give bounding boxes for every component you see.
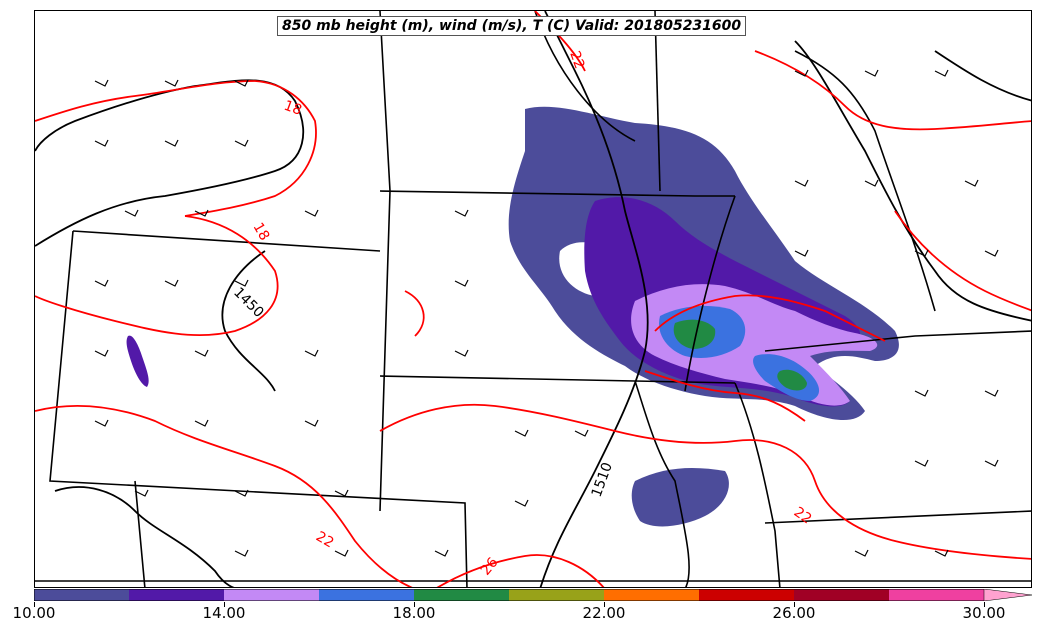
isotach-fill-18b bbox=[777, 369, 807, 391]
colorbar-tick bbox=[794, 602, 795, 607]
colorbar-segment bbox=[129, 589, 225, 601]
map-panel: 18 18 22 22 22 26 1450 1510 bbox=[34, 10, 1032, 588]
colorbar-tick bbox=[34, 602, 35, 607]
colorbar-segment bbox=[604, 589, 700, 601]
colorbar-tick bbox=[604, 602, 605, 607]
temp-label-22c: 22 bbox=[791, 504, 815, 527]
isotach-fill-18 bbox=[673, 319, 716, 349]
colorbar-segment bbox=[699, 589, 795, 601]
colorbar-tick bbox=[224, 602, 225, 607]
colorbar-segment bbox=[34, 589, 130, 601]
colorbar-tick-label: 14.00 bbox=[202, 604, 246, 622]
colorbar-tick-label: 22.00 bbox=[582, 604, 626, 622]
wind-barbs bbox=[94, 69, 999, 557]
colorbar-segment bbox=[319, 589, 415, 601]
height-label-1450: 1450 bbox=[230, 285, 267, 322]
colorbar-tick-label: 26.00 bbox=[772, 604, 816, 622]
state-borders bbox=[35, 11, 1031, 587]
colorbar-segment bbox=[224, 589, 320, 601]
height-contour-1450 bbox=[35, 79, 304, 247]
colorbar-extend-arrow bbox=[983, 589, 1032, 601]
height-contour-1510 bbox=[539, 11, 649, 587]
colorbar-segment bbox=[889, 589, 985, 601]
temp-label-22a: 22 bbox=[566, 49, 587, 71]
temperature-contours bbox=[35, 11, 1031, 587]
colorbar bbox=[34, 589, 1032, 601]
temp-label-18b: 18 bbox=[250, 220, 273, 243]
colorbar-segment bbox=[509, 589, 605, 601]
colorbar-tick bbox=[414, 602, 415, 607]
isotach-fill-10-south bbox=[631, 468, 729, 527]
height-contours bbox=[35, 11, 1031, 587]
colorbar-tick bbox=[984, 602, 985, 607]
wind-speed-fill bbox=[126, 106, 899, 527]
height-label-1510: 1510 bbox=[589, 460, 616, 499]
colorbar-tick-label: 30.00 bbox=[962, 604, 1006, 622]
isotach-fill-10-west bbox=[126, 335, 149, 387]
colorbar-tick-label: 10.00 bbox=[12, 604, 56, 622]
temp-label-26: 26 bbox=[478, 555, 502, 579]
colorbar-tick-label: 18.00 bbox=[392, 604, 436, 622]
map-title: 850 mb height (m), wind (m/s), T (C) Val… bbox=[277, 16, 747, 36]
colorbar-segment bbox=[414, 589, 510, 601]
temp-label-18a: 18 bbox=[282, 98, 304, 119]
temp-label-22b: 22 bbox=[313, 529, 336, 552]
map-canvas: 18 18 22 22 22 26 1450 1510 bbox=[35, 11, 1031, 587]
colorbar-segment bbox=[794, 589, 890, 601]
